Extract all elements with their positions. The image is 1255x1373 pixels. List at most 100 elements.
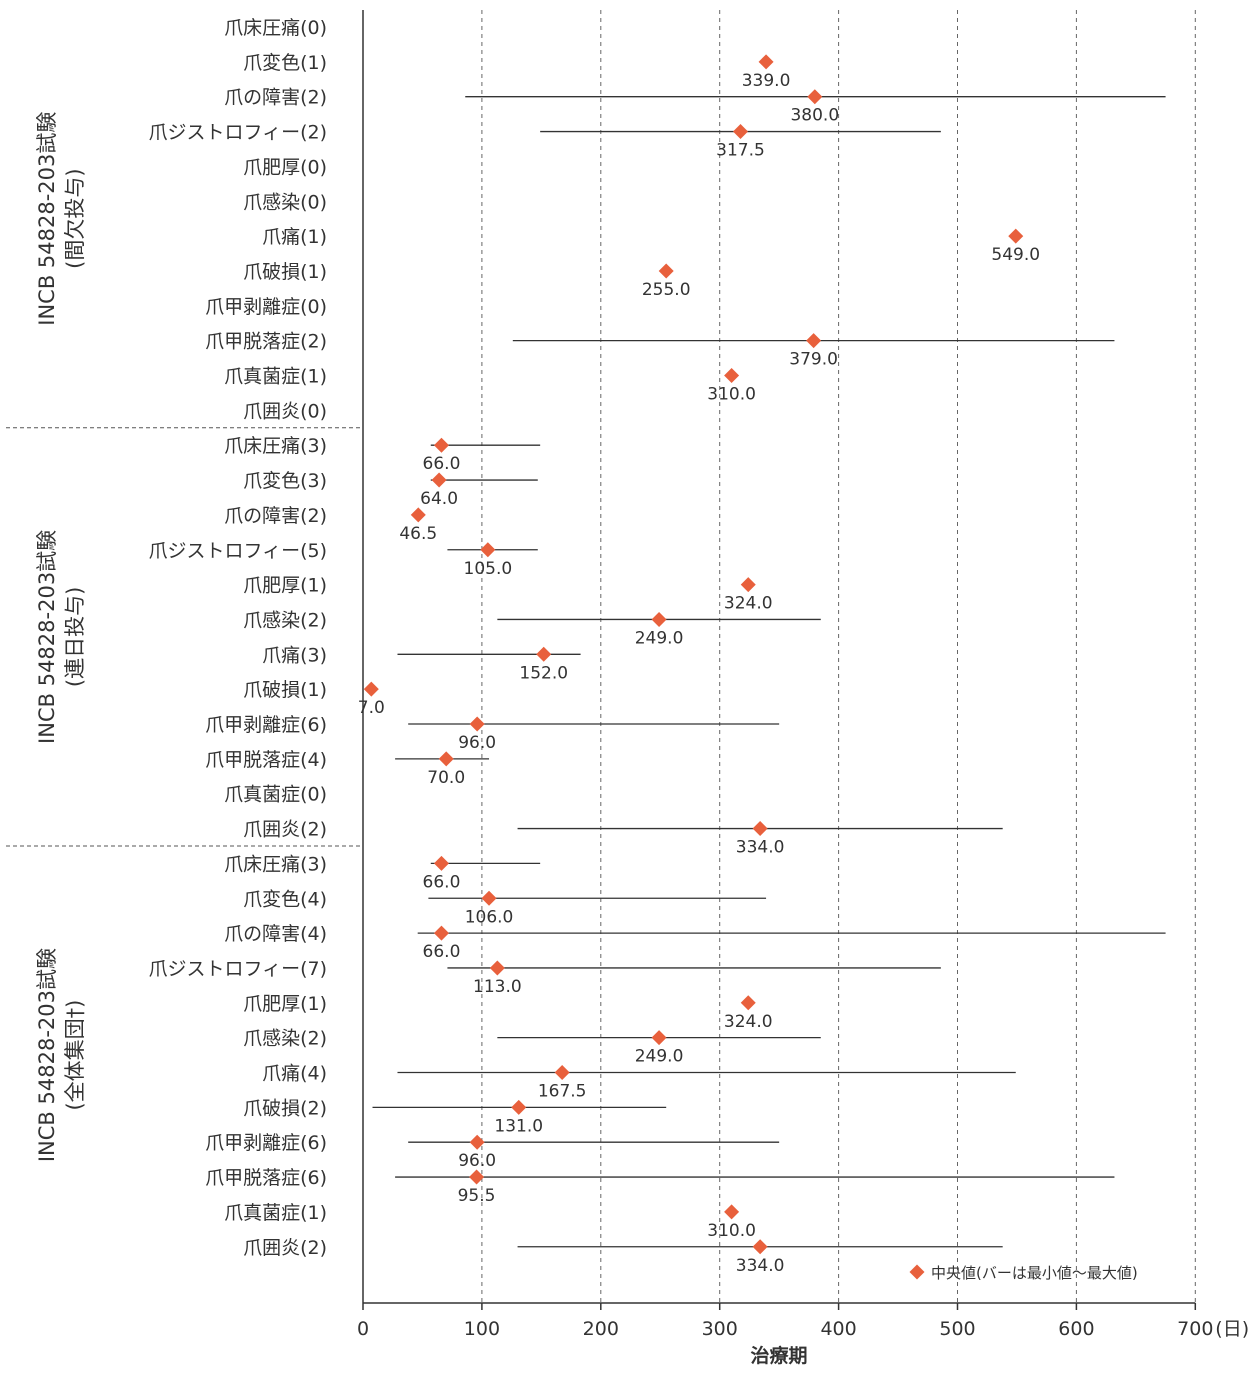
median-diamond-marker bbox=[536, 646, 552, 662]
category-label: 爪破損(1) bbox=[243, 261, 327, 283]
median-diamond-marker bbox=[658, 263, 674, 279]
category-label: 爪甲剥離症(6) bbox=[205, 1132, 327, 1154]
category-label: 爪ジストロフィー(2) bbox=[148, 122, 327, 144]
median-diamond-marker bbox=[438, 751, 454, 767]
legend: 中央値(バーは最小値～最大値) bbox=[909, 1264, 1138, 1282]
median-diamond-marker bbox=[469, 716, 485, 732]
median-value-label: 66.0 bbox=[423, 942, 461, 962]
x-tick-label-600: 600 bbox=[1058, 1318, 1094, 1340]
gridlines bbox=[481, 10, 1196, 1303]
median-diamond-marker bbox=[651, 611, 667, 627]
median-diamond-marker bbox=[724, 1204, 740, 1220]
median-diamond-marker bbox=[433, 855, 449, 871]
x-axis-unit: (日) bbox=[1215, 1318, 1249, 1340]
median-value-label: 379.0 bbox=[789, 350, 838, 370]
median-value-label: 46.5 bbox=[399, 524, 437, 544]
category-label: 爪感染(2) bbox=[243, 609, 327, 631]
category-label: 爪囲炎(0) bbox=[243, 400, 327, 422]
category-label: 爪の障害(2) bbox=[224, 87, 327, 109]
x-tick-label-300: 300 bbox=[702, 1318, 738, 1340]
category-label: 爪甲脱落症(2) bbox=[205, 331, 327, 353]
category-label: 爪破損(2) bbox=[243, 1097, 327, 1119]
median-value-label: 167.5 bbox=[538, 1082, 587, 1102]
x-tick-label-200: 200 bbox=[583, 1318, 619, 1340]
median-diamond-marker bbox=[433, 925, 449, 941]
median-value-label: 131.0 bbox=[494, 1116, 543, 1136]
median-diamond-marker bbox=[511, 1099, 527, 1115]
category-label: 爪肥厚(1) bbox=[243, 993, 327, 1015]
category-label: 爪痛(3) bbox=[262, 644, 327, 666]
median-diamond-marker bbox=[740, 577, 756, 593]
axes bbox=[362, 10, 1197, 1310]
category-label: 爪ジストロフィー(7) bbox=[148, 958, 327, 980]
median-diamond-marker bbox=[469, 1169, 485, 1185]
median-diamond-marker bbox=[433, 437, 449, 453]
category-label: 爪床圧痛(3) bbox=[224, 853, 327, 875]
group-label: INCB 54828-203試験 (間欠投与) bbox=[35, 112, 87, 326]
median-diamond-marker bbox=[480, 542, 496, 558]
category-label: 爪甲剥離症(6) bbox=[205, 714, 327, 736]
median-diamond-marker bbox=[363, 681, 379, 697]
median-value-label: 113.0 bbox=[473, 977, 522, 997]
median-value-label: 152.0 bbox=[519, 663, 568, 683]
category-label: 爪甲剥離症(0) bbox=[205, 296, 327, 318]
category-label: 爪真菌症(0) bbox=[224, 784, 327, 806]
x-tick-label-400: 400 bbox=[820, 1318, 856, 1340]
category-label: 爪痛(1) bbox=[262, 226, 327, 248]
group-labels: INCB 54828-203試験 (間欠投与) INCB 54828-203試験 (連… bbox=[35, 112, 87, 1163]
median-diamond-marker bbox=[752, 1239, 768, 1255]
value-labels: 339.0 380.0 317.5 549.0 255.0 379.0 310.0 66.0 6… bbox=[358, 71, 1040, 1276]
median-diamond-marker bbox=[410, 507, 426, 523]
median-value-label: 324.0 bbox=[724, 594, 773, 614]
category-label: 爪ジストロフィー(5) bbox=[148, 540, 327, 562]
category-label: 爪真菌症(1) bbox=[224, 366, 327, 388]
median-diamond-marker bbox=[651, 1030, 667, 1046]
median-value-label: 64.0 bbox=[420, 489, 458, 509]
category-label: 爪変色(4) bbox=[243, 888, 327, 910]
median-value-label: 380.0 bbox=[790, 106, 839, 126]
median-value-label: 324.0 bbox=[724, 1012, 773, 1032]
group-separators bbox=[6, 427, 363, 847]
median-diamond-marker bbox=[733, 124, 749, 140]
median-value-label: 70.0 bbox=[427, 768, 465, 788]
median-value-label: 310.0 bbox=[707, 385, 756, 405]
median-value-label: 249.0 bbox=[635, 628, 684, 648]
x-axis-title: 治療期 bbox=[750, 1344, 807, 1367]
median-value-label: 66.0 bbox=[423, 872, 461, 892]
median-value-label: 255.0 bbox=[642, 280, 691, 300]
category-label: 爪囲炎(2) bbox=[243, 1237, 327, 1259]
median-diamond-marker bbox=[752, 821, 768, 837]
median-diamond-marker bbox=[469, 1134, 485, 1150]
median-markers bbox=[363, 54, 1024, 1255]
median-value-label: 549.0 bbox=[991, 245, 1040, 265]
median-diamond-marker bbox=[724, 368, 740, 383]
median-value-label: 96.0 bbox=[458, 1151, 496, 1171]
category-label: 爪甲脱落症(6) bbox=[205, 1167, 327, 1189]
category-label: 爪床圧痛(0) bbox=[224, 17, 327, 39]
median-diamond-marker bbox=[431, 472, 447, 488]
category-label: 爪の障害(4) bbox=[224, 923, 327, 945]
median-value-label: 334.0 bbox=[736, 1256, 785, 1276]
category-label: 爪変色(1) bbox=[243, 52, 327, 74]
category-label: 爪感染(2) bbox=[243, 1028, 327, 1050]
x-tick-label-0: 0 bbox=[357, 1318, 369, 1340]
median-value-label: 310.0 bbox=[707, 1221, 756, 1241]
category-label: 爪破損(1) bbox=[243, 679, 327, 701]
median-diamond-marker bbox=[489, 960, 505, 976]
x-tick-labels: 0 100 200 300 400 500 600 700 bbox=[357, 1318, 1213, 1340]
category-label: 爪肥厚(1) bbox=[243, 575, 327, 597]
category-label: 爪の障害(2) bbox=[224, 505, 327, 527]
legend-label: 中央値(バーは最小値～最大値) bbox=[931, 1264, 1138, 1282]
median-value-label: 249.0 bbox=[635, 1047, 684, 1067]
category-label: 爪甲脱落症(4) bbox=[205, 749, 327, 771]
category-label: 爪囲炎(2) bbox=[243, 819, 327, 841]
median-diamond-marker bbox=[554, 1065, 570, 1080]
legend-diamond-marker bbox=[909, 1264, 925, 1280]
median-diamond-marker bbox=[740, 995, 756, 1011]
median-diamond-marker bbox=[1008, 228, 1024, 244]
category-label: 爪痛(4) bbox=[262, 1063, 327, 1085]
median-value-label: 95.5 bbox=[458, 1186, 496, 1206]
median-value-label: 66.0 bbox=[423, 454, 461, 474]
median-value-label: 106.0 bbox=[465, 907, 514, 927]
